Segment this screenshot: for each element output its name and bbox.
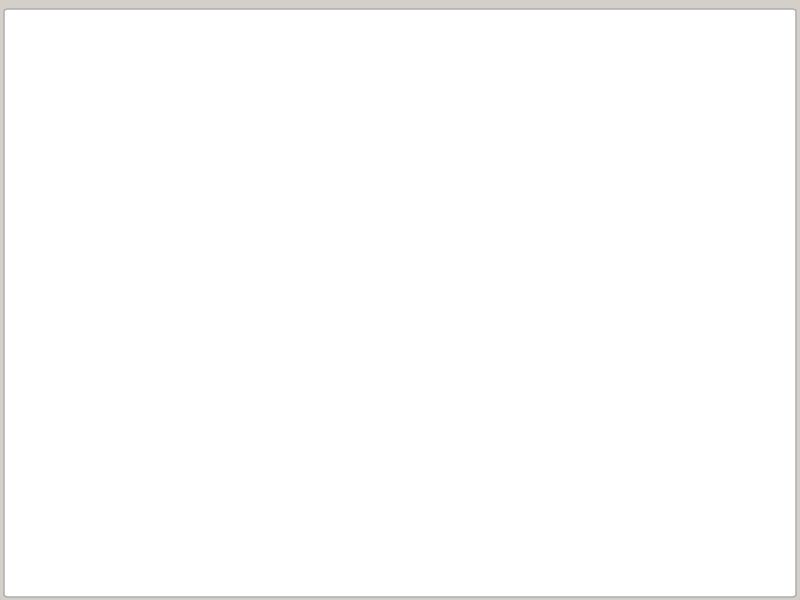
Text: N: N [618, 254, 628, 264]
Text: H․: H․ [241, 415, 253, 424]
Text: O: O [87, 231, 96, 241]
Text: C: C [59, 242, 67, 252]
Text: O: O [630, 208, 638, 217]
Text: 1, 2-дифенил-4-бутилпиразолидиндион-3,5: 1, 2-дифенил-4-бутилпиразолидиндион-3,5 [310, 56, 630, 70]
Text: +: + [138, 238, 154, 257]
Text: H₉C₄: H₉C₄ [360, 211, 382, 220]
Text: HN–C₆H₅: HN–C₆H₅ [156, 231, 203, 241]
Text: O: O [587, 236, 596, 246]
Text: 6: 6 [765, 572, 774, 587]
Text: C₄H₉: C₄H₉ [73, 254, 95, 264]
Text: O: O [46, 242, 54, 252]
Text: C: C [87, 242, 95, 252]
Text: O: O [262, 421, 272, 434]
Text: O: O [101, 242, 110, 252]
Text: Получение:: Получение: [284, 208, 386, 223]
Text: C₂H₅: C₂H₅ [115, 242, 138, 252]
Text: C: C [73, 242, 81, 252]
Text: N: N [403, 254, 413, 264]
Text: N: N [418, 240, 426, 250]
Text: Идентификация: Идентификация [257, 352, 414, 370]
Text: O: O [532, 479, 541, 491]
Text: [H⁺]: [H⁺] [492, 231, 515, 241]
Text: OH: OH [578, 423, 596, 436]
Text: N: N [270, 482, 279, 496]
Text: O: O [71, 92, 81, 106]
Text: H₃C₄: H₃C₄ [42, 78, 66, 88]
Text: H₉C₄: H₉C₄ [197, 433, 221, 442]
Text: Циклический гидразид бутилмалоноой: Циклический гидразид бутилмалоноой [310, 81, 602, 95]
Text: 3).Кислотные свойства:: 3).Кислотные свойства: [22, 382, 195, 395]
Text: гидразобензол: гидразобензол [156, 261, 244, 271]
Text: N: N [121, 110, 131, 124]
Text: N: N [254, 499, 263, 512]
Text: C₂H₅ONa: C₂H₅ONa [274, 232, 323, 242]
Text: H₉C₄: H₉C₄ [513, 433, 537, 442]
Text: O: O [372, 236, 381, 246]
Text: H₅C₂: H₅C₂ [16, 242, 40, 252]
Text: н-бутилмалоновый эфир: н-бутилмалоновый эфир [16, 261, 161, 271]
Text: ONa: ONa [414, 206, 436, 217]
Text: Phenylbutazonum (Фенилбутазон, Бутадион, Butadionum): Phenylbutazonum (Фенилбутазон, Бутадион,… [144, 29, 656, 45]
Text: HN–C₆H₅: HN–C₆H₅ [156, 245, 203, 255]
Text: O: O [59, 231, 68, 241]
Text: N: N [586, 482, 595, 496]
Text: кислоты и 1,2-дифенилгидразина: кислоты и 1,2-дифенилгидразина [310, 99, 561, 113]
Text: N: N [570, 499, 579, 512]
Text: O: O [109, 73, 119, 86]
Text: N: N [107, 128, 117, 141]
Text: H₉C₄: H₉C₄ [575, 211, 598, 220]
Text: N: N [633, 240, 642, 250]
Text: O: O [216, 479, 226, 491]
